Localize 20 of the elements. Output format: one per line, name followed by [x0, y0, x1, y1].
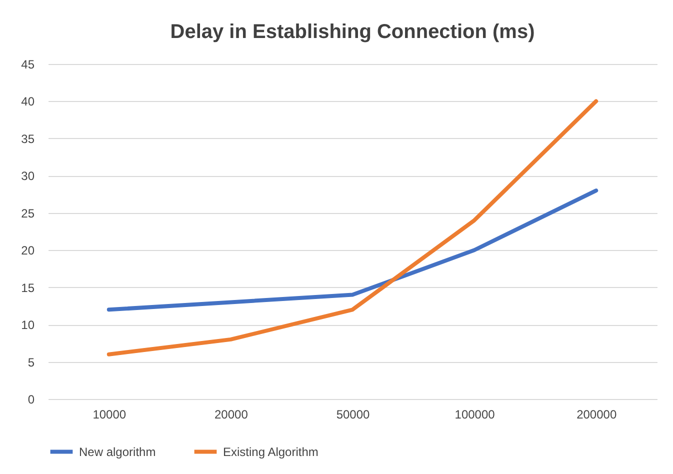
line-series — [106, 99, 598, 356]
x-tick-label: 100000 — [454, 408, 496, 422]
legend-label: Existing Algorithm — [223, 444, 318, 459]
x-tick-label: 20000 — [214, 408, 248, 422]
y-tick-label: 40 — [21, 94, 35, 109]
line-series — [106, 188, 598, 312]
x-tick-label: 50000 — [336, 408, 370, 422]
legend-label: New algorithm — [79, 444, 156, 459]
y-tick-label: 35 — [21, 132, 35, 146]
chart-title: Delay in Establishing Connection (ms) — [170, 21, 535, 43]
x-tick-label: 10000 — [92, 408, 126, 422]
y-tick-label: 0 — [28, 392, 35, 406]
y-tick-label: 10 — [21, 318, 35, 332]
y-tick-label: 25 — [21, 206, 35, 220]
y-tick-label: 15 — [21, 280, 35, 295]
y-tick-label: 30 — [21, 169, 35, 184]
y-tick-label: 20 — [21, 244, 35, 258]
y-tick-label: 45 — [21, 58, 35, 72]
x-tick-label: 200000 — [576, 408, 617, 422]
y-tick-label: 5 — [28, 355, 35, 370]
